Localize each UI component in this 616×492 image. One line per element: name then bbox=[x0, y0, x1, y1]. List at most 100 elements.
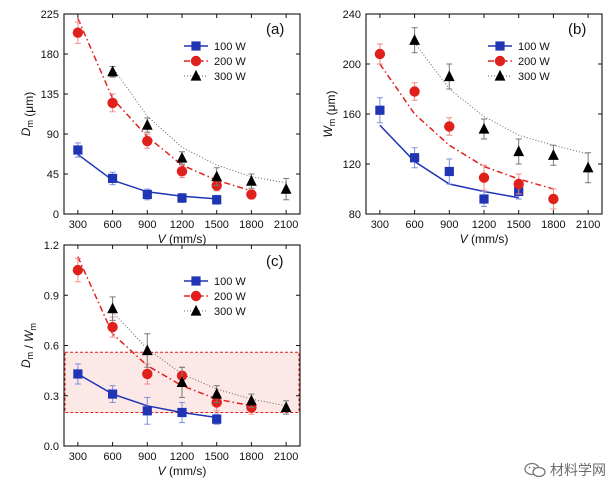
chart-panel-a: 300 600 900 1200 1500 1800 2100 0 45 90 135 180 225 V… bbox=[19, 9, 301, 246]
x-tick-label: 900 bbox=[440, 219, 458, 231]
x-tick-label: 1800 bbox=[239, 219, 263, 231]
chart-panel-c: 300 600 900 1200 1500 1800 2100 0.0 0.3 0.6 0.9 1.2… bbox=[19, 240, 301, 478]
x-tick-label: 900 bbox=[138, 219, 156, 231]
x-tick-label: 600 bbox=[103, 219, 121, 231]
legend-marker bbox=[190, 290, 202, 302]
data-point-100w bbox=[73, 369, 83, 379]
x-tick-label: 1500 bbox=[204, 451, 228, 463]
y-tick-label: 120 bbox=[343, 159, 361, 171]
x-tick-label: 1800 bbox=[541, 219, 565, 231]
y-tick-label: 135 bbox=[41, 89, 59, 101]
data-point-100w bbox=[142, 189, 152, 200]
data-point-100w bbox=[444, 166, 454, 177]
data-point-100w bbox=[409, 153, 420, 163]
x-tick-label: 2100 bbox=[576, 219, 600, 231]
x-tick-label: 1200 bbox=[472, 219, 496, 231]
data-point-300w bbox=[176, 151, 188, 163]
data-point-100w bbox=[107, 389, 118, 399]
x-axis-label: V (mm/s) bbox=[158, 232, 207, 246]
y-tick-label: 0.9 bbox=[44, 290, 59, 302]
y-tick-label: 200 bbox=[343, 59, 361, 71]
data-point-300w bbox=[280, 401, 292, 413]
data-point-200w bbox=[142, 135, 153, 147]
data-point-300w bbox=[246, 394, 257, 406]
y-tick-label: 180 bbox=[41, 49, 59, 61]
data-point-300w bbox=[280, 183, 292, 194]
fit-line-200w bbox=[77, 256, 252, 407]
x-tick-label: 900 bbox=[138, 451, 156, 463]
y-axis-label: Dm / Wm bbox=[19, 323, 38, 368]
data-point-200w bbox=[246, 189, 257, 200]
panel-label: (c) bbox=[266, 253, 284, 270]
y-tick-label: 0.0 bbox=[44, 441, 59, 453]
data-point-200w bbox=[444, 121, 455, 132]
watermark: 材料学网 bbox=[524, 460, 606, 480]
data-point-200w bbox=[548, 193, 559, 205]
legend-label: 300 W bbox=[518, 71, 550, 83]
data-point-300w bbox=[211, 387, 223, 399]
data-point-300w bbox=[478, 122, 490, 134]
legend-marker bbox=[190, 69, 202, 81]
x-tick-label: 1200 bbox=[170, 451, 194, 463]
data-point-200w bbox=[374, 48, 386, 60]
legend-marker bbox=[494, 69, 506, 81]
legend-marker bbox=[191, 41, 201, 51]
data-point-100w bbox=[212, 195, 222, 205]
data-point-200w bbox=[409, 86, 420, 97]
plot-frame bbox=[63, 13, 301, 215]
data-point-100w bbox=[479, 194, 489, 204]
y-axis-label: Dm (μm) bbox=[19, 92, 36, 136]
legend-marker bbox=[191, 276, 201, 286]
x-tick-label: 300 bbox=[69, 219, 87, 231]
legend-label: 300 W bbox=[214, 71, 246, 83]
data-point-300w bbox=[443, 70, 455, 82]
data-point-100w bbox=[142, 406, 152, 416]
data-point-200w bbox=[72, 27, 84, 38]
data-point-100w bbox=[177, 407, 187, 418]
legend-label: 100 W bbox=[214, 41, 246, 53]
y-tick-label: 0 bbox=[53, 209, 59, 221]
legend-label: 200 W bbox=[518, 56, 550, 68]
x-tick-label: 300 bbox=[69, 451, 87, 463]
fit-line-300w bbox=[414, 42, 589, 155]
data-point-300w bbox=[107, 65, 118, 77]
legend-label: 200 W bbox=[214, 291, 246, 303]
data-point-200w bbox=[478, 172, 490, 183]
data-point-200w bbox=[176, 166, 188, 177]
data-point-200w bbox=[107, 97, 118, 109]
y-axis-label: Wm (μm) bbox=[321, 90, 338, 137]
y-tick-label: 160 bbox=[343, 109, 361, 121]
x-tick-label: 300 bbox=[371, 219, 389, 231]
x-tick-label: 1500 bbox=[506, 219, 530, 231]
fit-line-200w bbox=[77, 18, 252, 192]
data-point-100w bbox=[212, 414, 222, 424]
y-tick-label: 0.6 bbox=[44, 341, 59, 353]
fit-line-300w bbox=[112, 67, 287, 184]
data-point-300w bbox=[176, 376, 188, 387]
data-point-200w bbox=[72, 264, 84, 276]
data-point-100w bbox=[73, 145, 83, 155]
legend-label: 200 W bbox=[214, 56, 246, 68]
data-point-200w bbox=[142, 368, 153, 380]
y-tick-label: 240 bbox=[343, 9, 361, 21]
legend-label: 300 W bbox=[214, 306, 246, 318]
wechat-icon bbox=[524, 462, 546, 478]
data-point-300w bbox=[246, 175, 257, 186]
y-tick-label: 225 bbox=[41, 9, 59, 21]
data-point-100w bbox=[375, 105, 385, 115]
data-point-100w bbox=[107, 173, 118, 184]
panel-label: (a) bbox=[266, 21, 284, 38]
x-tick-label: 2100 bbox=[274, 219, 298, 231]
data-point-200w bbox=[513, 178, 524, 190]
x-tick-label: 1500 bbox=[204, 219, 228, 231]
y-tick-label: 90 bbox=[47, 129, 59, 141]
data-point-300w bbox=[141, 119, 153, 130]
data-point-300w bbox=[513, 145, 525, 157]
data-point-300w bbox=[107, 302, 118, 314]
fit-line-300w bbox=[112, 311, 287, 407]
panel-label: (b) bbox=[568, 21, 586, 38]
legend-label: 100 W bbox=[214, 276, 246, 288]
data-point-100w bbox=[177, 193, 187, 203]
y-tick-label: 80 bbox=[349, 209, 361, 221]
data-point-300w bbox=[548, 149, 559, 160]
